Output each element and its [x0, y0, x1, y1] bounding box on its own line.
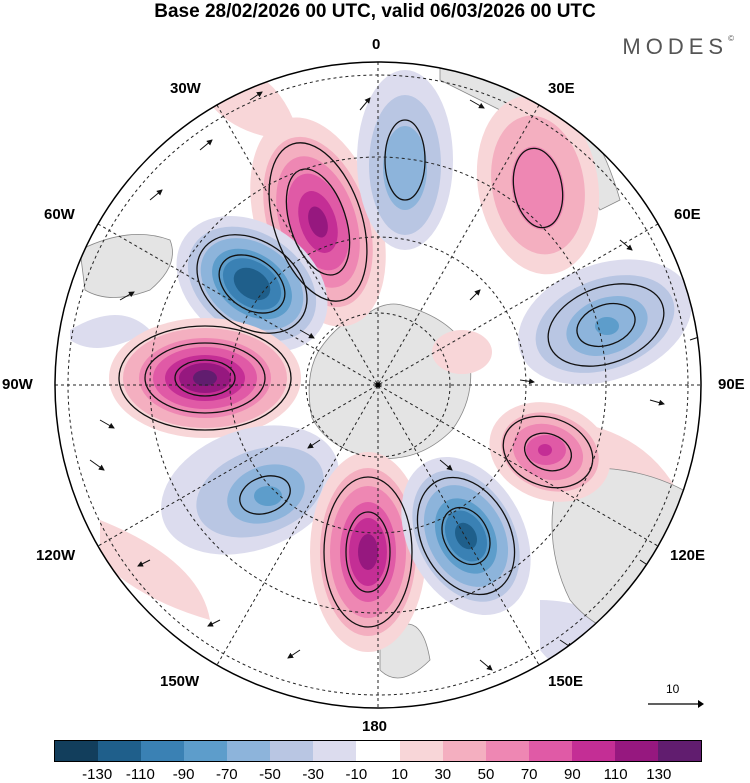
- colorbar-segment: [141, 741, 185, 761]
- anomaly-lobe-60w-negative: [176, 215, 328, 353]
- label-lon-0: 0: [372, 36, 381, 53]
- colorbar-tick-label: -30: [302, 766, 325, 783]
- colorbar-segment: [614, 741, 658, 761]
- colorbar-segment: [270, 741, 314, 761]
- label-lon-90w: 90W: [2, 376, 33, 393]
- streamlines: [118, 119, 665, 628]
- colorbar-tick-label: 50: [477, 766, 495, 783]
- anomaly-weak-east-positive: [432, 330, 492, 374]
- wind-vectors: [89, 91, 701, 671]
- anomaly-lobe-30e-positive: [476, 95, 600, 275]
- colorbar-segment: [528, 741, 572, 761]
- label-lon-120e: 120E: [670, 547, 706, 564]
- label-lon-180: 180: [362, 718, 388, 735]
- label-lon-60e: 60E: [674, 206, 701, 223]
- colorbar-segment: [399, 741, 443, 761]
- map-title: Base 28/02/2026 00 UTC, valid 06/03/2026…: [154, 1, 596, 22]
- map-boundary: [54, 61, 702, 709]
- colorbar-tick-label: -130: [82, 766, 113, 783]
- colorbar-tick-label: 10: [391, 766, 408, 783]
- colorbar-segment: [227, 741, 271, 761]
- anomaly-lobe-75e-negative: [518, 259, 692, 385]
- label-lon-30w: 30W: [170, 80, 201, 97]
- label-lon-90e: 90E: [718, 376, 745, 393]
- anomaly-lobe-120w-negative: [161, 425, 339, 555]
- reference-vector-label: 10: [666, 682, 680, 696]
- colorbar-segment: [442, 741, 486, 761]
- colorbar-segment: [313, 741, 357, 761]
- colorbar-tick-label: -10: [345, 766, 368, 783]
- colorbar-tick-label: 130: [646, 766, 672, 783]
- anomaly-lobe-150e-negative: [401, 456, 531, 616]
- brand-name: MODES: [622, 34, 729, 59]
- colorbar-tick-label: 70: [520, 766, 538, 783]
- label-lon-150w: 150W: [160, 673, 200, 690]
- label-lon-30e: 30E: [548, 80, 575, 97]
- brand-logo: MODES©: [622, 34, 734, 60]
- brand-mark: ©: [728, 34, 734, 43]
- south-pole-dot: [375, 382, 381, 388]
- south-america-land: [79, 234, 173, 298]
- colorbar-tick-label: -90: [172, 766, 195, 783]
- colorbar-segment: [356, 741, 400, 761]
- colorbar-tick-label: 30: [434, 766, 452, 783]
- colorbar-tick-label: -50: [259, 766, 281, 783]
- colorbar-segment: [55, 741, 99, 761]
- anomaly-lobe-0-negative: [357, 70, 453, 250]
- colorbar-segment: [98, 741, 142, 761]
- label-lon-60w: 60W: [44, 206, 75, 223]
- label-lon-120w: 120W: [36, 547, 76, 564]
- label-lon-150e: 150E: [548, 673, 584, 690]
- reference-vector-arrow: [648, 700, 704, 708]
- colorbar-segment: [184, 741, 228, 761]
- colorbar-segment: [657, 741, 701, 761]
- colorbar-tick-label: 90: [564, 766, 581, 783]
- anomaly-lobe-90w-positive: [109, 318, 301, 438]
- colorbar: [54, 740, 702, 762]
- colorbar-tick-label: -70: [215, 766, 238, 783]
- colorbar-segment: [571, 741, 615, 761]
- graticule: [55, 62, 701, 708]
- colorbar-segment: [485, 741, 529, 761]
- colorbar-tick-label: -110: [125, 766, 155, 783]
- anomaly-lobe-180-positive: [310, 452, 426, 652]
- colorbar-tick-label: 110: [603, 766, 628, 783]
